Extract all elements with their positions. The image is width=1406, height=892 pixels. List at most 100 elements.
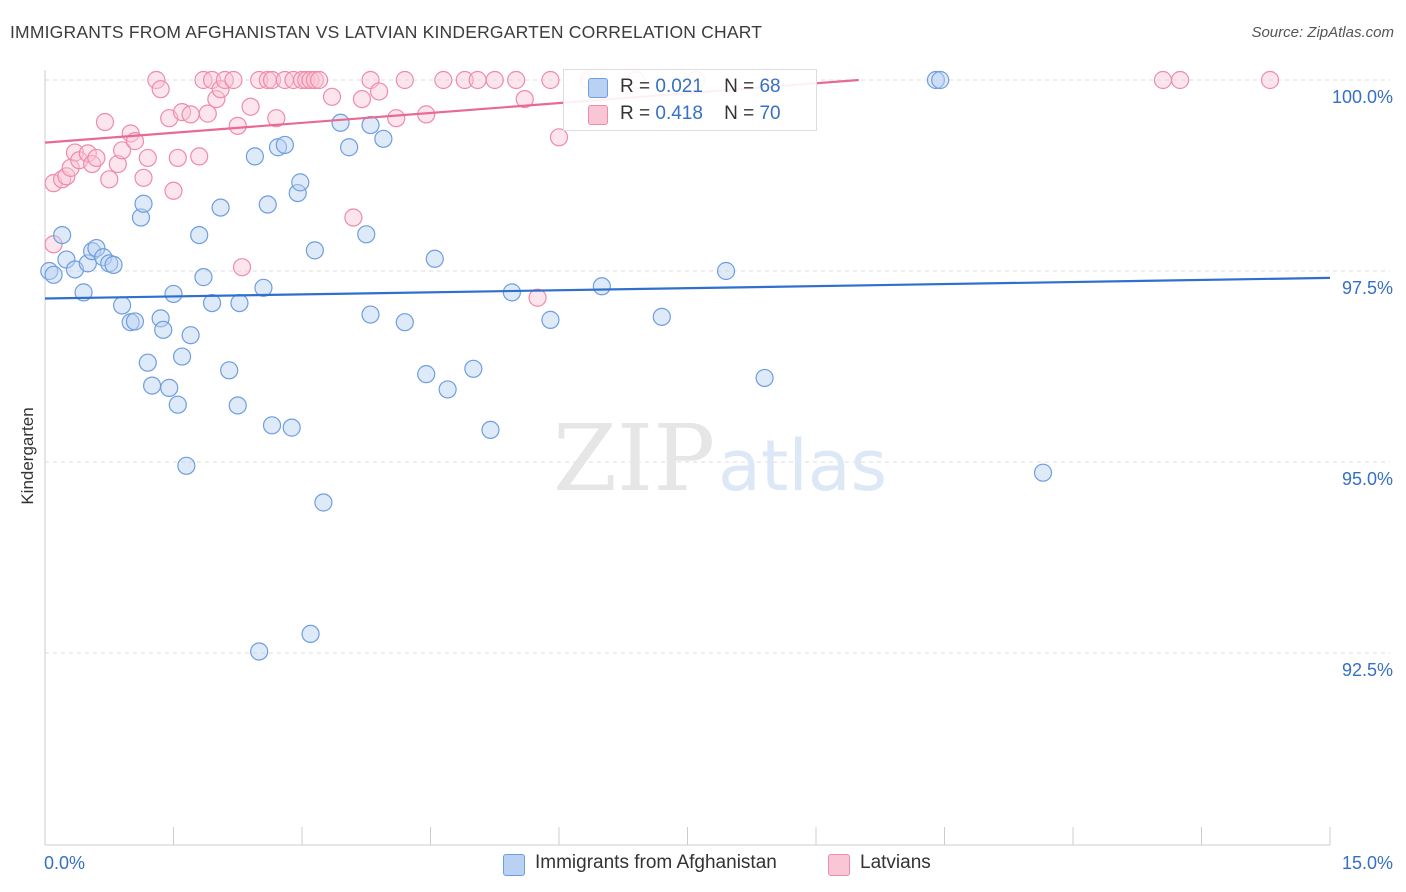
data-point [151,309,170,328]
data-point [154,320,173,339]
n-label: N = [724,103,755,124]
data-point [275,135,294,155]
data-point [164,284,183,304]
data-point [357,225,376,244]
correlation-legend: R = 0.021 N = 68 R = 0.418 N = 70 [563,69,817,131]
data-point [53,225,72,245]
x-tick-label-max: 15.0% [1342,853,1393,873]
data-point [314,493,333,512]
y-tick-label: 97.5% [1342,278,1393,298]
x-tick-label-min: 0.0% [44,853,85,873]
afghanistan-trend-line [44,276,1331,300]
n-value: 70 [759,103,781,124]
data-point [207,89,226,109]
data-point [138,148,157,168]
n-label: N = [724,76,755,97]
data-point [1033,463,1053,482]
data-point [108,154,127,174]
r-value: 0.418 [655,103,703,124]
data-point [485,70,504,90]
data-point [291,173,310,192]
data-point [468,70,487,90]
watermark: ZIP atlas [553,405,887,512]
data-point [267,109,286,128]
data-point [95,112,115,132]
data-point [241,97,260,116]
data-point [434,70,453,90]
chart-title: IMMIGRANTS FROM AFGHANISTAN VS LATVIAN K… [10,22,763,42]
data-point [455,70,474,90]
data-point [87,238,106,258]
data-point [305,70,324,90]
data-point [352,89,372,109]
data-point [198,104,217,123]
axes [44,70,1331,846]
data-point [211,198,230,217]
y-tick-label: 95.0% [1342,469,1393,489]
data-point [112,296,132,315]
data-point [138,353,157,372]
pink-swatch [588,105,608,125]
data-point [322,87,342,106]
data-point [125,312,145,331]
blue-swatch [503,854,525,876]
data-point [160,378,179,397]
data-point [57,167,76,186]
data-point [164,181,183,200]
data-point [177,456,196,475]
data-point [134,168,153,187]
data-point [262,416,282,435]
series-legend: Immigrants from Afghanistan Latvians [0,852,1406,878]
data-point [87,148,106,168]
data-point [268,138,288,157]
tick-labels: 100.0% 97.5% 95.0% 92.5% 0.0% 15.0% [44,87,1393,873]
data-point [464,359,483,378]
data-point [211,80,230,99]
data-point [541,310,560,329]
data-point [202,293,222,313]
data-point [228,396,247,415]
data-point [142,376,162,395]
data-point [528,288,547,307]
data-point [387,109,406,128]
data-point [931,70,950,90]
data-point [220,361,239,380]
gridlines [45,79,1390,654]
data-point [131,208,151,227]
data-point [305,241,324,260]
watermark-atlas: atlas [718,425,887,507]
data-point [224,70,243,90]
data-point [361,305,380,324]
data-point [232,258,252,277]
watermark-zip: ZIP [553,405,715,512]
data-point [230,293,249,313]
data-point [1153,70,1173,90]
data-point [331,113,350,132]
data-point [926,70,946,90]
latvians-points [44,70,1280,307]
data-point [172,347,192,366]
data-point [134,194,153,213]
data-point [74,283,93,302]
y-tick-label: 100.0% [1332,87,1393,107]
data-point [44,265,63,284]
data-point [541,70,560,90]
data-point [262,70,282,90]
data-point [374,129,393,148]
data-point [1260,70,1280,90]
afghanistan-points [40,70,1053,661]
data-point [417,365,436,384]
pink-swatch [828,854,850,876]
data-point [716,261,736,281]
data-point [151,80,170,99]
data-point [502,283,521,302]
blue-swatch [588,78,608,98]
data-point [310,70,329,90]
data-point [652,307,671,326]
data-point [250,642,269,661]
data-point [507,70,526,90]
data-point [481,420,500,440]
data-point [515,89,534,109]
data-point [181,105,200,124]
